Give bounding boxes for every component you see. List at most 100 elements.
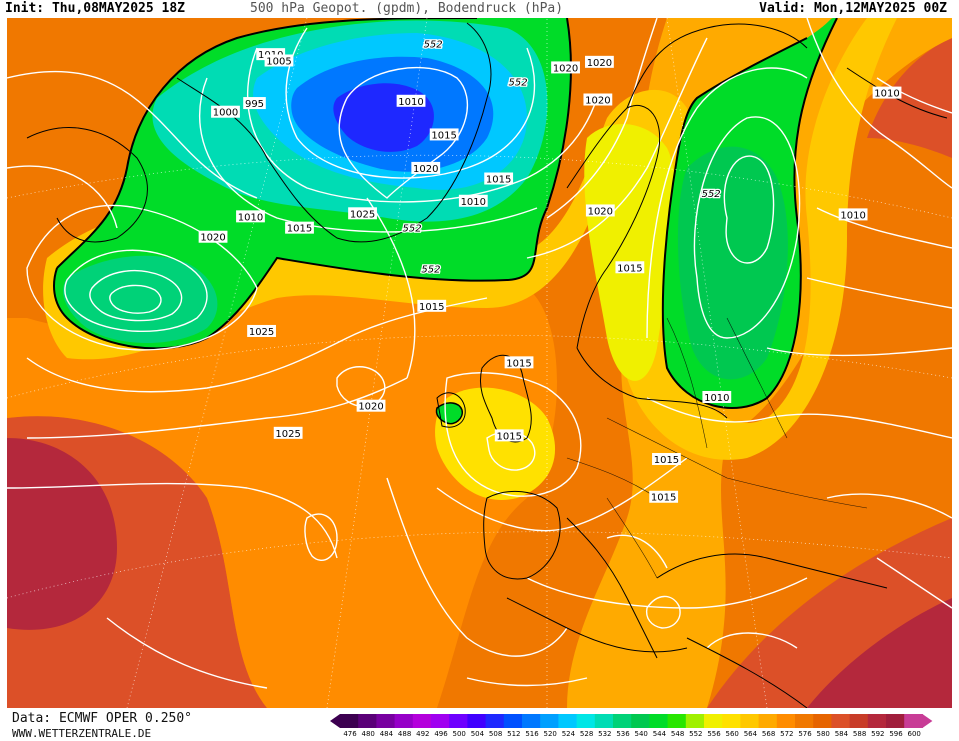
colorbar-swatch (831, 714, 851, 728)
colorbar-swatch (649, 714, 669, 728)
pressure-label: 1015 (652, 453, 681, 466)
height-value: 552 (702, 189, 721, 200)
pressure-value: 1000 (213, 108, 238, 119)
pressure-label: 1010 (458, 194, 488, 208)
init-time-label: Init: Thu,08MAY2025 18Z (5, 1, 186, 16)
contour-552-ireland (435, 402, 464, 425)
height-value: 552 (424, 40, 443, 51)
colorbar-tick-label: 576 (798, 730, 812, 738)
pressure-value: 1010 (398, 97, 423, 108)
colorbar-tick-label: 600 (907, 730, 921, 738)
label-box (247, 324, 276, 337)
pressure-value: 1010 (704, 393, 729, 404)
colorbar-swatch (594, 714, 614, 728)
colorbar-tick-label: 588 (852, 730, 867, 738)
label-box (285, 221, 314, 234)
colorbar-swatch (867, 714, 887, 728)
pressure-label: 1015 (285, 221, 314, 235)
pressure-label: 1020 (411, 161, 441, 175)
label-box (702, 390, 732, 403)
colorbar-swatch (485, 714, 505, 728)
colorbar-tick-label: 584 (834, 730, 849, 738)
contour-552-north (53, 18, 572, 350)
pressure-value: 1025 (350, 209, 375, 220)
label-box (838, 208, 868, 221)
colorbar-swatch (540, 714, 559, 728)
map-canvas: 1010100599510001010101510201020102010201… (7, 18, 952, 708)
pressure-label: 1020 (585, 204, 615, 217)
weather-map: 1010100599510001010101510201020102010201… (7, 18, 952, 708)
colorbar-swatch (904, 714, 923, 728)
data-credit: Data: ECMWF OPER 0.250° (12, 711, 193, 726)
pressure-value: 1010 (840, 210, 865, 221)
colorbar-swatch (758, 714, 778, 728)
label-box (585, 55, 614, 68)
height-label: 552 (700, 188, 722, 202)
pressure-label: 1005 (264, 54, 294, 67)
colorbar-tick-label: 500 (452, 730, 466, 738)
label-box (211, 105, 240, 118)
height-value: 552 (509, 78, 528, 89)
colorbar-tick-label: 552 (689, 730, 703, 738)
header: Init: Thu,08MAY2025 18Z 500 hPa Geopot. … (0, 0, 959, 18)
colorbar-tick-label: 480 (361, 730, 375, 738)
colorbar-tick-label: 516 (525, 730, 539, 738)
colorbar-tick-label: 512 (507, 730, 521, 738)
label-box (652, 453, 681, 466)
pressure-label: 1020 (585, 55, 614, 69)
colorbar-swatch (740, 714, 760, 728)
colorbar-swatch (340, 714, 359, 728)
label-box (494, 429, 524, 442)
colorbar-swatch (358, 714, 377, 728)
pressure-value: 1010 (874, 89, 899, 100)
colorbar-swatch (776, 714, 796, 728)
colorbar-swatch (522, 714, 541, 728)
colorbar-swatch (467, 714, 487, 728)
pressure-value: 1020 (413, 164, 438, 175)
label-box (583, 93, 613, 106)
colorbar-tick-label: 520 (543, 730, 557, 738)
colorbar-tick-label: 560 (725, 730, 739, 738)
colorbar-swatch (886, 714, 905, 728)
label-box (551, 61, 580, 74)
isobar-labels: 1010100599510001010101510201020102010201… (198, 38, 902, 504)
pressure-label: 1010 (872, 86, 902, 100)
label-box (396, 94, 426, 107)
colorbar-swatch (613, 714, 632, 728)
colorbar-tick-label: 596 (889, 730, 903, 738)
pressure-value: 1020 (358, 402, 383, 413)
coastlines (26, 22, 948, 708)
pressure-label: 1025 (348, 207, 377, 220)
colorbar-swatch (576, 714, 596, 728)
pressure-value: 1020 (587, 58, 612, 69)
colorbar-swatch (449, 714, 468, 728)
pressure-label: 1010 (236, 210, 265, 223)
colorbar-tick-label: 556 (707, 730, 721, 738)
pressure-value: 1025 (275, 429, 300, 440)
colorbar-tick-label: 532 (598, 730, 612, 738)
label-box (872, 86, 902, 99)
pressure-value: 1025 (249, 327, 274, 338)
pressure-label: 1015 (615, 261, 645, 274)
label-box (417, 299, 447, 312)
pressure-label: 1015 (494, 429, 524, 442)
isobars (7, 18, 952, 689)
colorbar-tick-label: 528 (579, 730, 594, 738)
colorbar-tick-label: 592 (871, 730, 885, 738)
colorbar-tick-label: 572 (780, 730, 794, 738)
colorbar-swatch (503, 714, 523, 728)
pressure-value: 1015 (431, 130, 456, 141)
pressure-value: 1020 (585, 96, 610, 107)
colorbar-tick-label: 484 (379, 730, 394, 738)
pressure-label: 1015 (504, 356, 534, 369)
colorbar-tick-label: 540 (634, 730, 648, 738)
pressure-value: 1015 (486, 175, 511, 186)
colorbar-swatch (704, 714, 723, 728)
country-borders (566, 317, 868, 579)
label-box (348, 207, 377, 220)
label-box (243, 97, 266, 110)
colorbar-tick-label: 544 (652, 730, 667, 738)
pressure-value: 1015 (617, 263, 642, 274)
pressure-label: 1015 (649, 490, 679, 504)
colorbar-tick-label: 488 (397, 730, 412, 738)
